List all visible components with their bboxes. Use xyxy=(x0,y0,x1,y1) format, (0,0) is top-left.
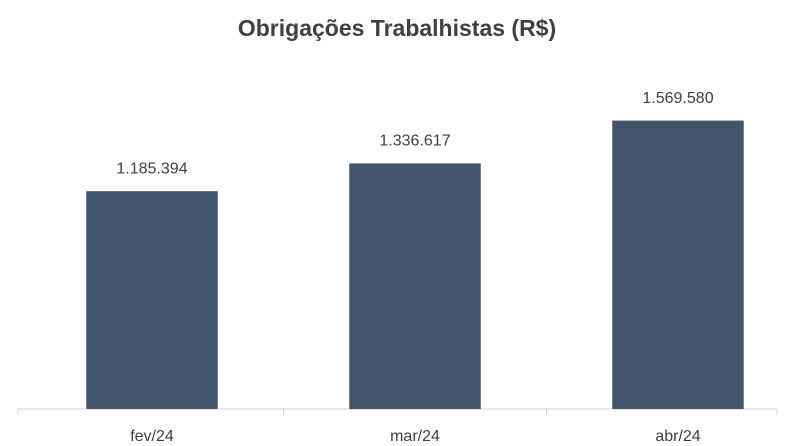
x-tick-label: mar/24 xyxy=(390,428,440,445)
data-label: 1.336.617 xyxy=(379,133,450,150)
data-label: 1.185.394 xyxy=(116,160,187,177)
data-label: 1.569.580 xyxy=(642,90,713,107)
bar xyxy=(612,120,744,410)
bar xyxy=(349,163,481,409)
x-tick-label: abr/24 xyxy=(655,428,700,445)
x-tick-label: fev/24 xyxy=(130,428,174,445)
bar xyxy=(86,191,218,409)
chart-title: Obrigações Trabalhistas (R$) xyxy=(238,15,556,41)
